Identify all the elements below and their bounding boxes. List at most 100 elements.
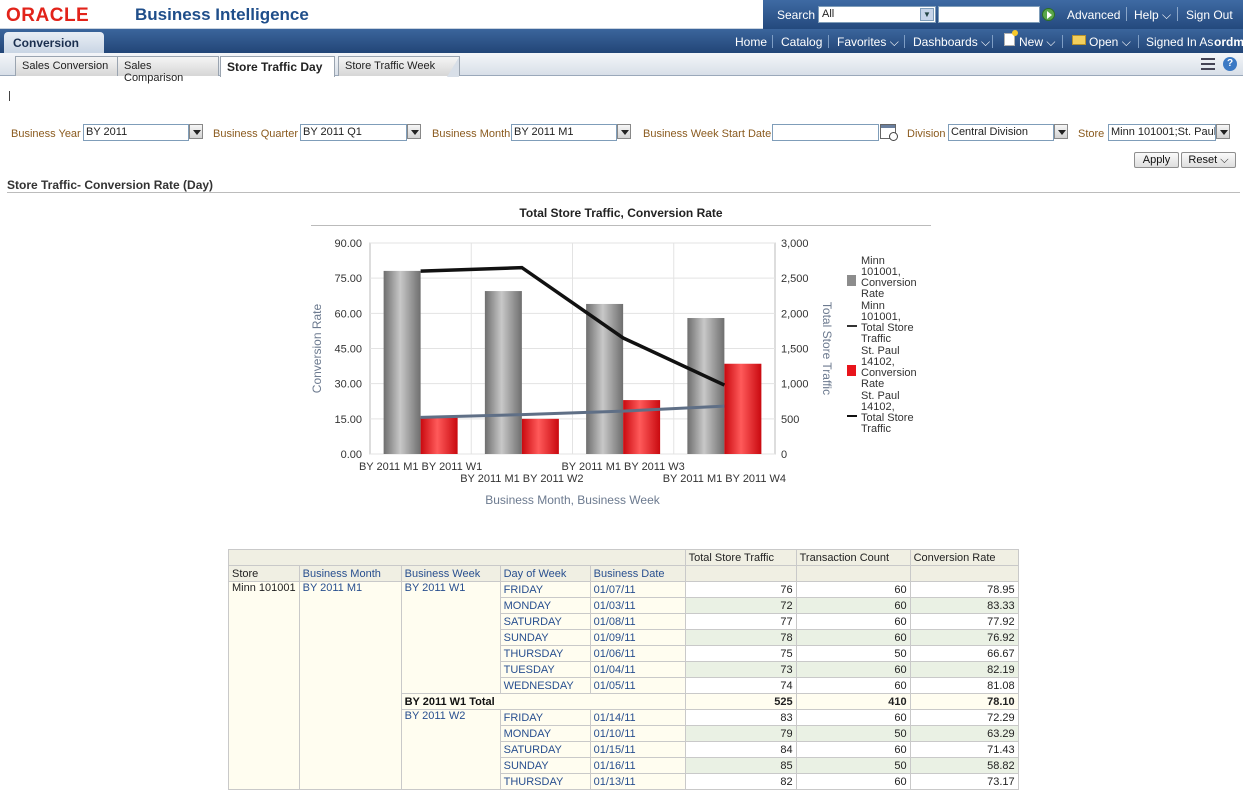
advanced-link[interactable]: Advanced (1067, 8, 1121, 22)
cell-day-of-week[interactable]: TUESDAY (499, 661, 591, 678)
help-icon[interactable]: ? (1223, 57, 1237, 71)
chevron-down-icon[interactable] (617, 124, 631, 139)
cell-business-date[interactable]: 01/08/11 (589, 613, 686, 630)
col-header-business-date[interactable]: Business Date (589, 565, 686, 582)
col-header-transaction-count[interactable]: Transaction Count (795, 549, 911, 566)
legend-label: St. Paul (861, 345, 900, 357)
dashboards-menu[interactable]: Dashboards ⌵ (913, 35, 991, 49)
search-input[interactable] (938, 6, 1040, 23)
search-scope-select[interactable]: All ▼ (818, 6, 936, 23)
bar-minn-conversion-rate (687, 318, 725, 454)
business-month-select[interactable]: BY 2011 M1 (511, 124, 617, 141)
division-select[interactable]: Central Division (948, 124, 1054, 141)
cell-day-of-week[interactable]: FRIDAY (499, 709, 591, 726)
cell-transaction-count: 50 (795, 725, 911, 742)
col-header-business-week[interactable]: Business Week (400, 565, 501, 582)
cell-day-of-week[interactable]: SATURDAY (499, 613, 591, 630)
legend-label: Rate (861, 378, 884, 390)
cell-day-of-week[interactable]: SUNDAY (499, 629, 591, 646)
chevron-down-icon[interactable]: ▼ (920, 8, 934, 21)
cell-transaction-count: 60 (795, 597, 911, 614)
sign-out-link[interactable]: Sign Out (1186, 8, 1233, 22)
col-header-total-store-traffic[interactable]: Total Store Traffic (684, 549, 797, 566)
cell-day-of-week[interactable]: SUNDAY (499, 757, 591, 774)
business-year-select[interactable]: BY 2011 (83, 124, 189, 141)
cell-business-date[interactable]: 01/13/11 (589, 773, 686, 790)
cell-transaction-count: 60 (795, 741, 911, 758)
table-row: BY 2011 W2 FRIDAY 01/14/11 83 60 72.29 (229, 709, 1019, 790)
legend-swatch-bar (847, 365, 856, 376)
cell-business-week[interactable]: BY 2011 W1 (400, 581, 501, 694)
store-select[interactable]: Minn 101001;St. Paul (1108, 124, 1216, 141)
cell-business-date[interactable]: 01/09/11 (589, 629, 686, 646)
cell-business-date[interactable]: 01/03/11 (589, 597, 686, 614)
search-go-icon[interactable] (1042, 8, 1055, 21)
cell-day-of-week[interactable]: MONDAY (499, 597, 591, 614)
y-tick-label: 45.00 (334, 344, 362, 356)
y2-tick-label: 0 (781, 449, 787, 461)
header-spacer (909, 565, 1019, 582)
tab-store-traffic-week[interactable]: Store Traffic Week (338, 56, 460, 77)
new-menu[interactable]: New ⌵ (1019, 35, 1056, 49)
col-header-conversion-rate[interactable]: Conversion Rate (909, 549, 1019, 566)
cell-day-of-week[interactable]: THURSDAY (499, 773, 591, 790)
y-tick-label: 60.00 (334, 308, 362, 320)
cell-day-of-week[interactable]: FRIDAY (499, 581, 591, 598)
tab-sales-comparison[interactable]: Sales Comparison (117, 56, 219, 84)
chevron-down-icon[interactable] (407, 124, 421, 139)
business-quarter-select[interactable]: BY 2011 Q1 (300, 124, 407, 141)
divider (1062, 35, 1063, 48)
cell-total-store-traffic: 76 (684, 581, 797, 598)
page-tools: ? (1201, 57, 1241, 72)
business-quarter-label: Business Quarter (213, 128, 298, 140)
chevron-down-icon[interactable] (1216, 124, 1230, 139)
catalog-link[interactable]: Catalog (781, 35, 823, 49)
cell-business-week[interactable]: BY 2011 W2 (400, 709, 501, 790)
page-options-icon[interactable] (1201, 58, 1215, 70)
cell-day-of-week[interactable]: THURSDAY (499, 645, 591, 662)
x-axis-title: Business Month, Business Week (485, 493, 661, 507)
page-tab-strip: Sales Conversion Sales Comparison Store … (0, 53, 1243, 84)
home-link[interactable]: Home (735, 35, 768, 49)
favorites-menu[interactable]: Favorites ⌵ (837, 35, 899, 49)
reset-button[interactable]: Reset ⌵ (1181, 152, 1236, 168)
apply-button[interactable]: Apply (1134, 152, 1179, 168)
col-header-business-month[interactable]: Business Month (298, 565, 402, 582)
cell-day-of-week[interactable]: WEDNESDAY (499, 677, 591, 694)
chevron-down-icon[interactable] (189, 124, 203, 139)
legend-label: Minn (861, 300, 885, 312)
cell-business-date[interactable]: 01/15/11 (589, 741, 686, 758)
cell-business-date[interactable]: 01/14/11 (589, 709, 686, 726)
new-document-icon[interactable] (1004, 30, 1018, 46)
legend-swatch-bar (847, 275, 856, 286)
x-tick-label: BY 2011 M1 BY 2011 W1 (359, 461, 482, 473)
cell-business-date[interactable]: 01/06/11 (589, 645, 686, 662)
tab-store-traffic-day[interactable]: Store Traffic Day (220, 56, 335, 77)
chevron-down-icon[interactable] (1054, 124, 1068, 139)
user-name[interactable]: ordm (1214, 35, 1243, 49)
cell-business-date[interactable]: 01/16/11 (589, 757, 686, 774)
cell-day-of-week[interactable]: SATURDAY (499, 741, 591, 758)
open-menu[interactable]: Open ⌵ (1089, 35, 1131, 49)
cell-business-month[interactable]: BY 2011 M1 (298, 581, 402, 790)
divider (1138, 35, 1139, 48)
cell-business-date[interactable]: 01/10/11 (589, 725, 686, 742)
combo-chart[interactable]: 90.00 75.00 60.00 45.00 30.00 15.00 0.00 3,000 2… (0, 0, 1243, 520)
folder-icon[interactable] (1072, 35, 1086, 45)
tab-sales-conversion[interactable]: Sales Conversion (15, 56, 118, 76)
legend-label: Traffic (861, 333, 891, 345)
signed-in-label: Signed In As (1146, 35, 1214, 49)
cell-transaction-count: 60 (795, 629, 911, 646)
dashboard-tab-conversion[interactable]: Conversion (4, 32, 104, 53)
section-divider (7, 192, 1240, 193)
cell-business-date[interactable]: 01/07/11 (589, 581, 686, 598)
help-menu[interactable]: Help ⌵ (1134, 8, 1172, 22)
cell-transaction-count: 60 (795, 661, 911, 678)
business-week-start-input[interactable] (772, 124, 879, 141)
cell-business-date[interactable]: 01/04/11 (589, 661, 686, 678)
bar-minn-conversion-rate (383, 270, 421, 454)
cell-business-date[interactable]: 01/05/11 (589, 677, 686, 694)
cell-day-of-week[interactable]: MONDAY (499, 725, 591, 742)
col-header-day-of-week[interactable]: Day of Week (499, 565, 591, 582)
calendar-icon[interactable] (880, 124, 898, 141)
